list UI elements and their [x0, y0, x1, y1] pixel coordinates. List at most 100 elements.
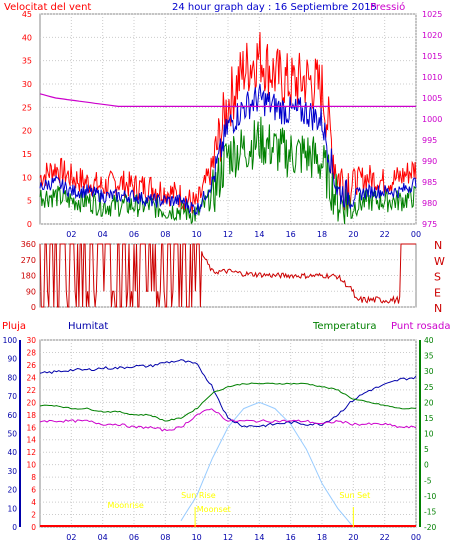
- astro-annotation: Moonset: [197, 505, 231, 514]
- humidity-y-tick: 0: [12, 523, 17, 532]
- wind-x-tick: 12: [223, 230, 233, 239]
- rain-y-tick: 30: [26, 336, 36, 345]
- pressure-y-tick: 1025: [422, 10, 442, 19]
- wind-y-tick: 35: [22, 57, 32, 66]
- humidity-x-tick: 20: [348, 533, 358, 542]
- wind-avg-series: [39, 83, 417, 216]
- temperature-y-tick: 5: [424, 445, 429, 454]
- rain-y-tick: 8: [31, 473, 36, 482]
- direction-compass-label: S: [434, 271, 441, 284]
- humidity-x-tick: 16: [286, 533, 296, 542]
- pressure-y-tick: 1020: [422, 31, 442, 40]
- direction-compass-label: N: [434, 239, 442, 252]
- humidity-x-tick: 18: [317, 533, 327, 542]
- wind-y-tick: 5: [27, 197, 32, 206]
- wind-min-series: [39, 116, 417, 225]
- direction-compass-label: E: [434, 286, 441, 299]
- wind-x-tick: 10: [192, 230, 202, 239]
- humidity-y-tick: 30: [7, 467, 17, 476]
- wind-x-tick: 20: [348, 230, 358, 239]
- direction-y-tick: 270: [21, 256, 36, 265]
- pressure-y-tick: 975: [422, 220, 437, 229]
- temperature-label: Temperatura: [312, 321, 377, 332]
- humidity-x-tick: 10: [192, 533, 202, 542]
- rain-y-tick: 2: [31, 511, 36, 520]
- dewpoint-label: Punt rosada: [391, 321, 450, 332]
- humidity-x-tick: 12: [223, 533, 233, 542]
- humidity-y-tick: 70: [7, 392, 17, 401]
- rain-y-tick: 4: [31, 498, 36, 507]
- wind-x-tick: 22: [380, 230, 390, 239]
- humidity-series: [39, 359, 417, 428]
- direction-y-tick: 360: [21, 240, 36, 249]
- wind-x-tick: 08: [160, 230, 170, 239]
- direction-y-tick: 180: [21, 272, 36, 281]
- wind-x-tick: 16: [286, 230, 296, 239]
- temperature-y-tick: 25: [424, 383, 434, 392]
- temperature-y-tick: 0: [424, 461, 429, 470]
- wind-y-tick: 25: [22, 103, 32, 112]
- humidity-y-tick: 100: [3, 336, 18, 345]
- humidity-y-tick: 50: [7, 430, 17, 439]
- temperature-y-tick: 30: [424, 367, 434, 376]
- astro-annotation: Sun Set: [339, 491, 370, 500]
- wind-x-tick: 06: [129, 230, 139, 239]
- humidity-label: Humitat: [68, 321, 108, 332]
- humidity-y-tick: 80: [7, 373, 17, 382]
- pressure-label: Pressió: [370, 1, 405, 13]
- rain-y-tick: 26: [26, 361, 36, 370]
- wind-y-tick: 20: [22, 127, 32, 136]
- astro-annotation: Sun Rise: [181, 491, 216, 500]
- wind-x-tick: 18: [317, 230, 327, 239]
- rain-y-tick: 10: [26, 461, 36, 470]
- humidity-y-tick: 60: [7, 411, 17, 420]
- pressure-y-tick: 985: [422, 178, 437, 187]
- wind-y-tick: 30: [22, 80, 32, 89]
- humidity-x-tick: 02: [66, 533, 76, 542]
- wind-y-tick: 15: [22, 150, 32, 159]
- temperature-y-tick: 20: [424, 398, 434, 407]
- temperature-y-tick: -20: [424, 523, 436, 532]
- rain-y-tick: 16: [26, 423, 36, 432]
- pressure-y-tick: 1000: [422, 115, 442, 124]
- rain-y-tick: 18: [26, 411, 36, 420]
- pressure-series: [39, 93, 416, 108]
- temperature-series: [39, 382, 417, 422]
- temperature-y-tick: 40: [424, 336, 434, 345]
- humidity-x-tick: 04: [98, 533, 108, 542]
- rain-label: Pluja: [2, 321, 26, 332]
- humidity-x-tick: 22: [380, 533, 390, 542]
- rain-y-tick: 20: [26, 398, 36, 407]
- humidity-x-tick: 06: [129, 533, 139, 542]
- astro-annotation: Moonrise: [107, 501, 143, 510]
- wind-direction-series: [39, 243, 416, 308]
- wind-speed-label: Velocitat del vent: [4, 2, 91, 13]
- rain-y-tick: 6: [31, 486, 36, 495]
- dewpoint-series: [39, 408, 417, 432]
- wind-y-tick: 0: [27, 220, 32, 229]
- wind-x-tick: 04: [98, 230, 108, 239]
- direction-y-tick: 0: [31, 303, 36, 312]
- humidity-y-tick: 10: [7, 504, 17, 513]
- pressure-y-tick: 990: [422, 157, 437, 166]
- rain-y-tick: 28: [26, 348, 36, 357]
- direction-compass-label: W: [434, 255, 445, 268]
- pressure-y-tick: 1010: [422, 73, 442, 82]
- humidity-y-tick: 90: [7, 355, 17, 364]
- wind-y-tick: 45: [22, 10, 32, 19]
- direction-compass-label: N: [434, 302, 442, 315]
- rain-y-tick: 0: [31, 523, 36, 532]
- direction-y-tick: 90: [26, 287, 36, 296]
- pressure-y-tick: 995: [422, 136, 437, 145]
- temperature-y-tick: -10: [424, 492, 436, 501]
- wind-x-tick: 02: [66, 230, 76, 239]
- humidity-x-tick: 14: [254, 533, 264, 542]
- pressure-y-tick: 1005: [422, 94, 442, 103]
- wind-y-tick: 40: [22, 33, 32, 42]
- humidity-temperature-plot-area: 0102030405060708090100024681012141618202…: [3, 336, 437, 542]
- humidity-y-tick: 40: [7, 448, 17, 457]
- solar-series: [180, 401, 354, 528]
- temperature-y-tick: -15: [424, 507, 436, 516]
